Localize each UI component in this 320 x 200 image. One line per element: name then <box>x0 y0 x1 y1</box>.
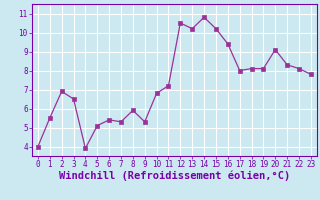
X-axis label: Windchill (Refroidissement éolien,°C): Windchill (Refroidissement éolien,°C) <box>59 171 290 181</box>
